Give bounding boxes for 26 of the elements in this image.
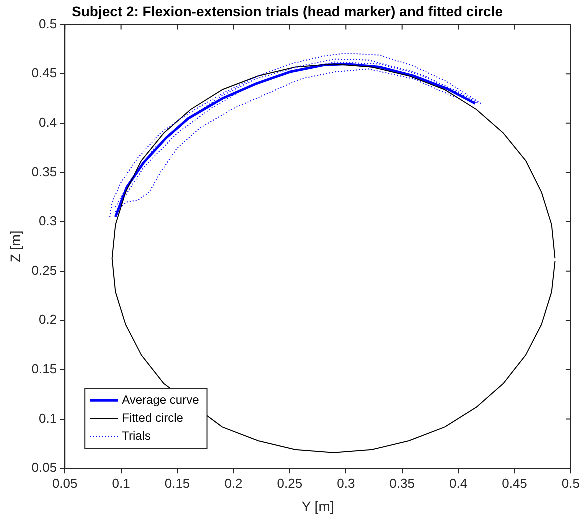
chart-title: Subject 2: Flexion-extension trials (head marker) and fitted circle (72, 3, 504, 20)
y-tick-label: 0.2 (39, 312, 58, 328)
y-tick-label: 0.15 (32, 362, 58, 377)
y-tick-label: 0.45 (32, 66, 58, 81)
y-tick-label: 0.35 (32, 164, 58, 180)
x-tick-label: 0.15 (164, 476, 190, 491)
y-axis-title: Z [m] (7, 230, 24, 263)
x-tick-label: 0.2 (224, 476, 243, 491)
y-tick-label: 0.4 (39, 115, 58, 130)
legend-label: Fitted circle (122, 410, 184, 425)
legend-label: Trials (122, 428, 151, 443)
x-tick-label: 0.3 (337, 476, 356, 491)
x-tick-label: 0.45 (502, 476, 528, 491)
x-tick-label: 0.25 (277, 476, 303, 491)
x-axis-title: Y [m] (302, 498, 334, 514)
x-tick-label: 0.1 (112, 476, 130, 491)
y-tick-label: 0.05 (32, 460, 58, 476)
x-tick-label: 0.35 (390, 476, 415, 491)
x-tick-label: 0.05 (52, 476, 78, 491)
y-tick-label: 0.1 (39, 410, 58, 426)
y-tick-label: 0.3 (39, 214, 58, 229)
x-tick-label: 0.4 (450, 476, 468, 491)
y-tick-label: 0.5 (39, 16, 58, 32)
x-tick-label: 0.5 (562, 476, 580, 491)
y-tick-label: 0.25 (32, 262, 58, 278)
legend-label: Average curve (122, 392, 200, 407)
